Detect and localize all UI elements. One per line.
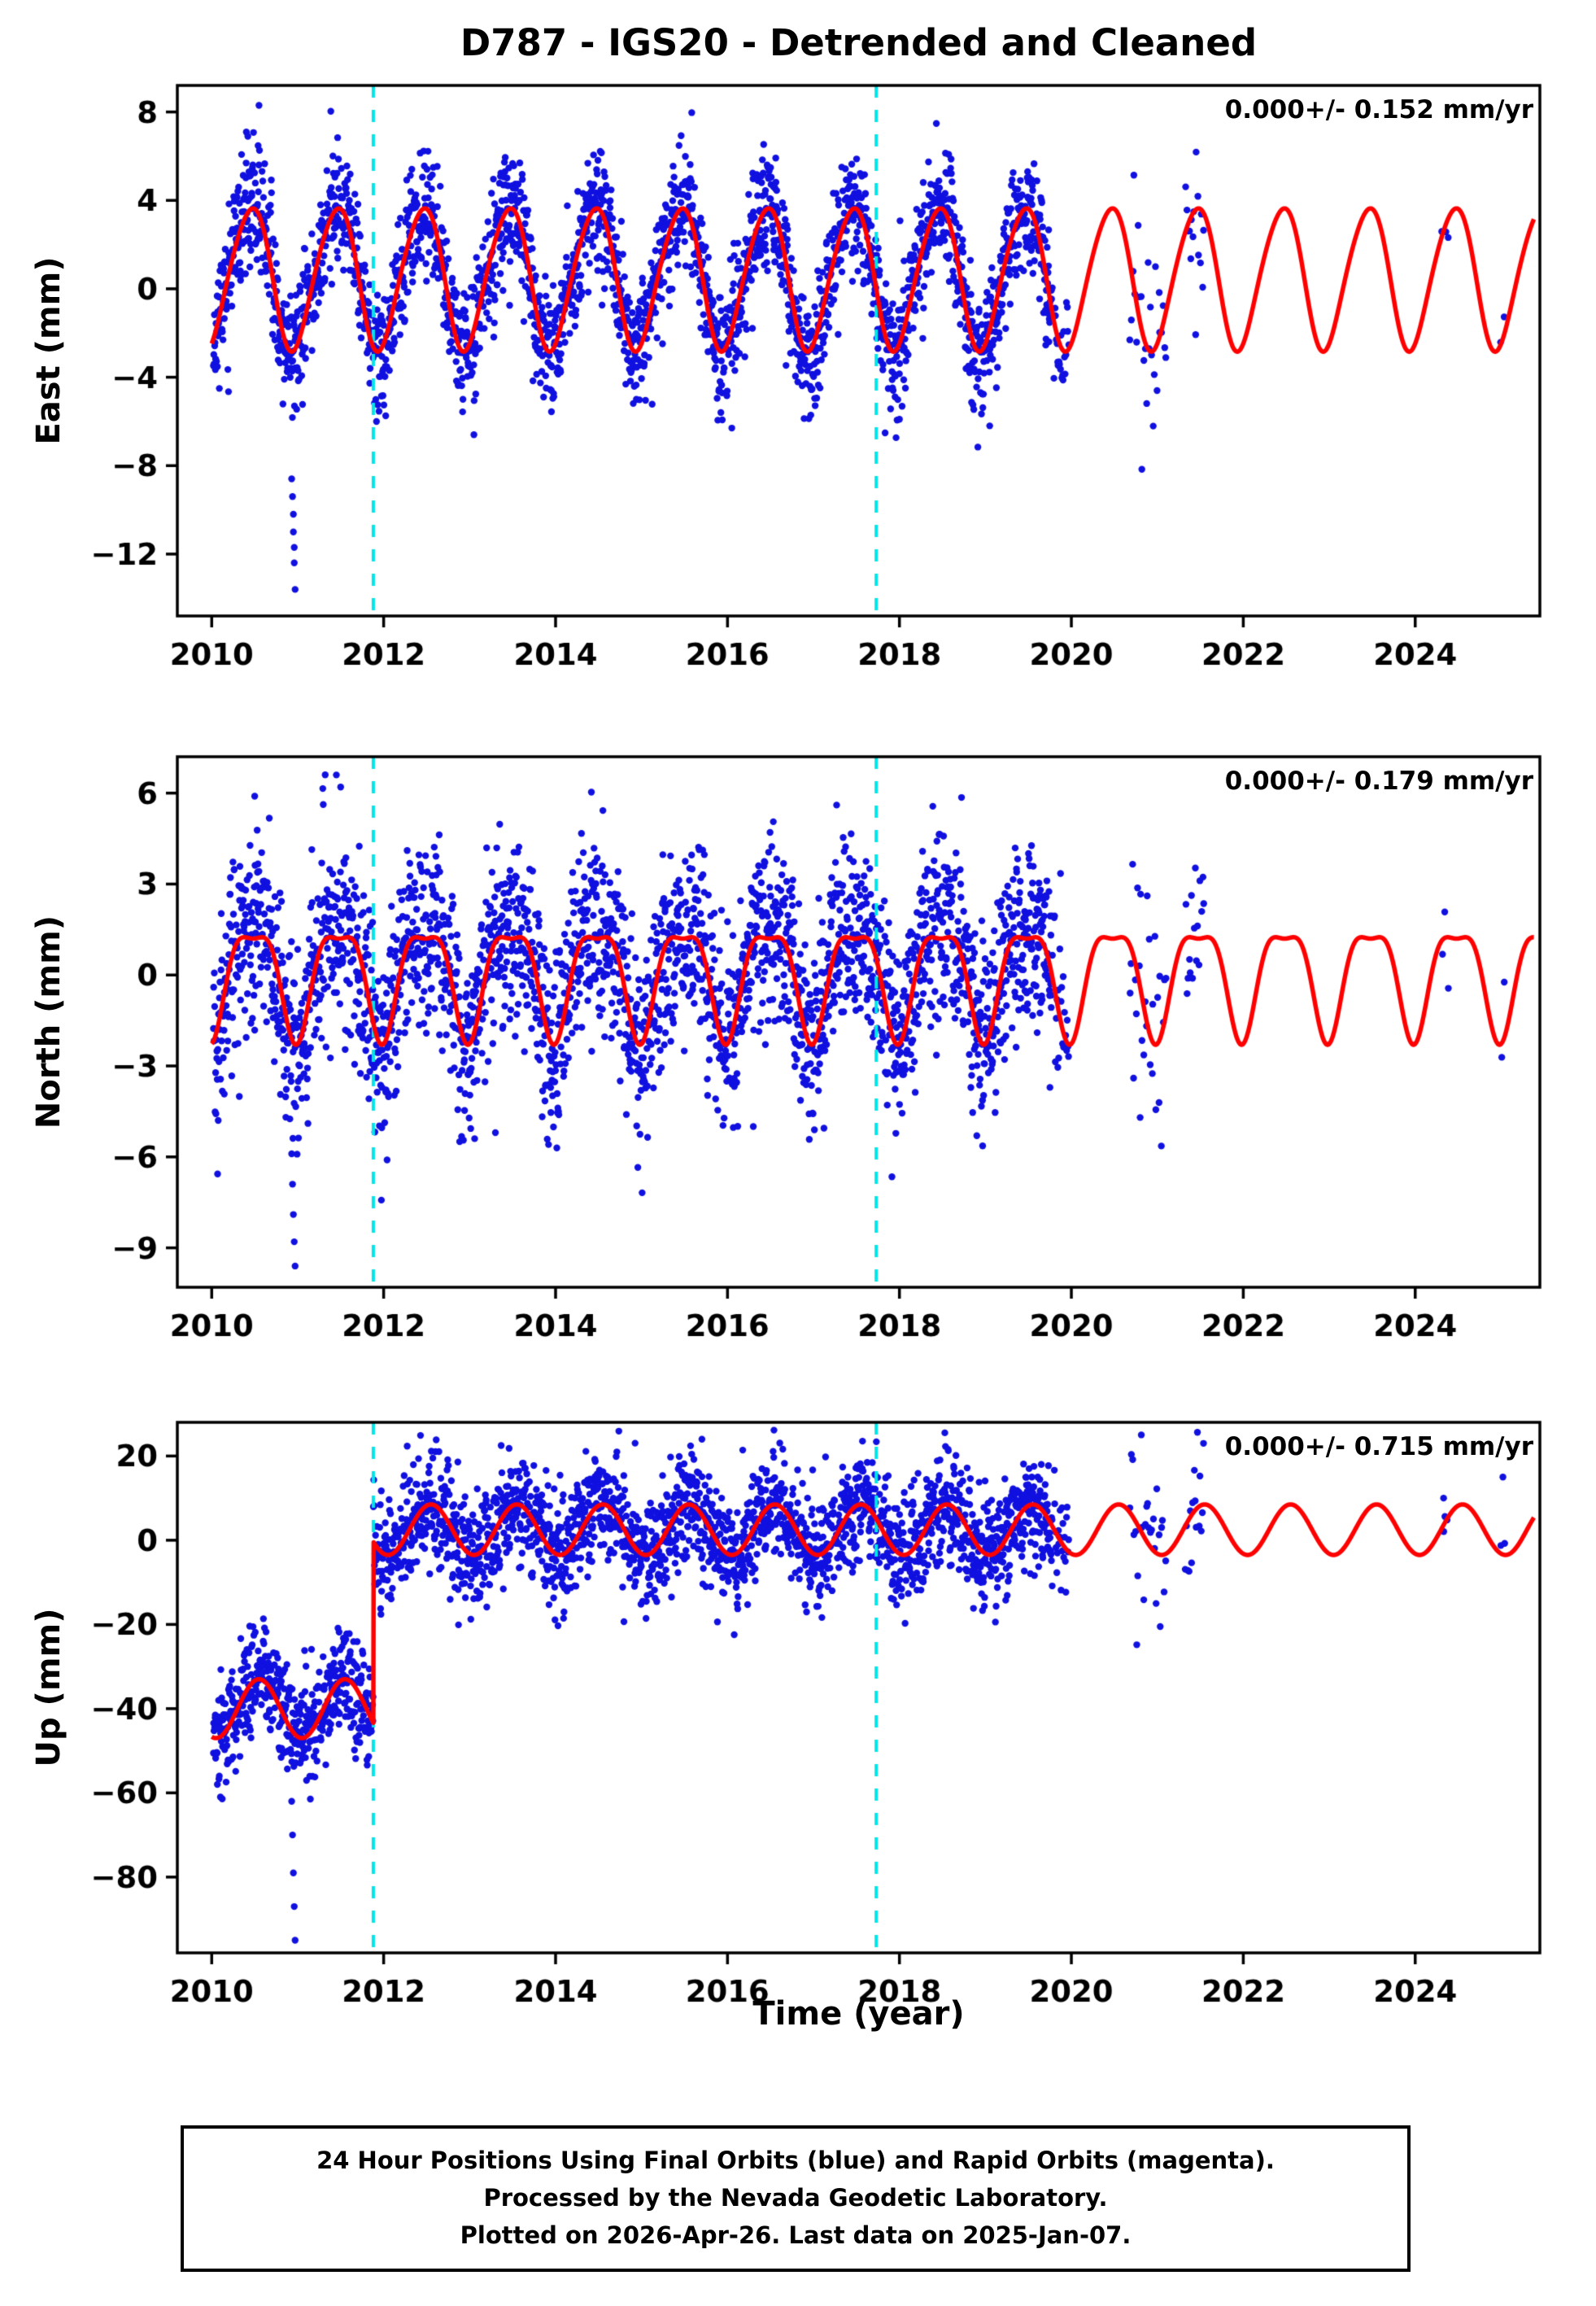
north-rate-annotation: 0.000+/- 0.179 mm/yr: [1224, 766, 1533, 796]
plot-title: D787 - IGS20 - Detrended and Cleaned: [460, 21, 1258, 64]
caption-line-3: Plotted on 2026-Apr-26. Last data on 202…: [460, 2221, 1132, 2249]
north-axis-label: North (mm): [30, 915, 68, 1129]
caption-line-1: 24 Hour Positions Using Final Orbits (bl…: [316, 2147, 1275, 2174]
up-axis-label: Up (mm): [30, 1608, 68, 1767]
caption-box: 24 Hour Positions Using Final Orbits (bl…: [181, 2125, 1411, 2272]
up-rate-annotation: 0.000+/- 0.715 mm/yr: [1224, 1432, 1533, 1461]
caption-line-2: Processed by the Nevada Geodetic Laborat…: [483, 2184, 1108, 2212]
time-axis-label: Time (year): [752, 1995, 965, 2033]
east-axis-label: East (mm): [30, 256, 68, 445]
east-rate-annotation: 0.000+/- 0.152 mm/yr: [1224, 95, 1533, 124]
